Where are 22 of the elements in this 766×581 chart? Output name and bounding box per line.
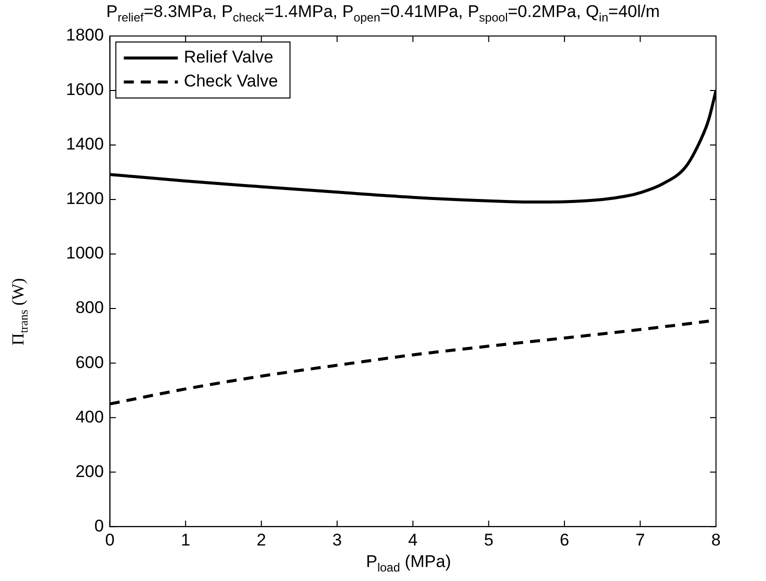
legend-label: Relief Valve [184,48,274,67]
y-tick-label: 1600 [66,80,104,100]
x-tick-label: 6 [560,530,570,550]
y-tick-label: 0 [94,516,104,536]
x-tick-label: 3 [332,530,342,550]
x-tick-label: 4 [408,530,418,550]
y-tick-label: 200 [75,462,104,481]
y-tick-label: 1800 [66,26,104,45]
x-tick-label: 2 [256,530,266,550]
x-axis-title: P$_{load}$ (MPa) [364,552,452,574]
chart-title: P$_{relief}$=8.3MPa, P$_{check}$=1.4MPa, P$_{open}$=0.41MPa, P$_{spool}$=0.2MPa, Q$_{in}$=40l/m [106,2,660,24]
legend-label: Check Valve [184,72,278,91]
y-tick-label: 600 [75,352,104,372]
x-tick-label: 1 [180,530,190,550]
y-tick-label: 1200 [66,189,104,208]
x-tick-label: 5 [484,530,494,550]
y-tick-label: 800 [75,298,104,318]
y-tick-label: 1000 [66,244,104,263]
x-tick-label: 8 [711,530,721,550]
y-tick-label: 400 [75,407,104,426]
y-tick-label: 1400 [66,134,104,154]
x-tick-label: 7 [635,530,645,550]
